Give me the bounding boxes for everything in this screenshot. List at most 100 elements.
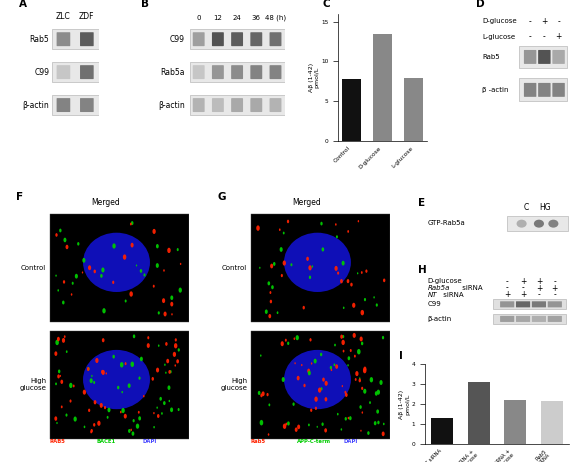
- Ellipse shape: [295, 427, 298, 432]
- Ellipse shape: [61, 406, 63, 408]
- Ellipse shape: [357, 349, 361, 354]
- Ellipse shape: [383, 423, 385, 425]
- Bar: [49, 331, 189, 439]
- Text: +: +: [551, 284, 558, 292]
- Ellipse shape: [343, 350, 344, 353]
- Ellipse shape: [55, 340, 59, 345]
- Ellipse shape: [57, 337, 60, 341]
- Bar: [431, 418, 453, 444]
- Text: H: H: [417, 265, 427, 274]
- Text: β -actin: β -actin: [482, 87, 509, 93]
- Ellipse shape: [361, 271, 363, 274]
- Ellipse shape: [309, 276, 311, 279]
- Bar: [541, 401, 563, 444]
- Ellipse shape: [121, 408, 125, 413]
- Ellipse shape: [120, 411, 122, 413]
- Ellipse shape: [354, 355, 356, 358]
- Ellipse shape: [369, 401, 371, 404]
- Text: D-glucose: D-glucose: [428, 278, 462, 284]
- Ellipse shape: [139, 377, 140, 380]
- Ellipse shape: [355, 378, 356, 381]
- Ellipse shape: [361, 430, 362, 432]
- Ellipse shape: [131, 221, 133, 225]
- FancyBboxPatch shape: [532, 301, 546, 307]
- Ellipse shape: [259, 267, 260, 269]
- Text: A: A: [19, 0, 27, 9]
- Ellipse shape: [163, 269, 165, 272]
- Ellipse shape: [256, 225, 260, 231]
- FancyBboxPatch shape: [270, 32, 281, 46]
- Ellipse shape: [309, 338, 312, 341]
- Ellipse shape: [320, 387, 323, 390]
- Ellipse shape: [359, 378, 361, 383]
- Ellipse shape: [266, 393, 269, 396]
- Ellipse shape: [270, 291, 271, 294]
- Ellipse shape: [270, 300, 272, 304]
- Ellipse shape: [179, 287, 182, 293]
- Ellipse shape: [364, 298, 366, 301]
- Ellipse shape: [161, 412, 163, 415]
- Text: B: B: [141, 0, 149, 9]
- Ellipse shape: [164, 364, 166, 366]
- Ellipse shape: [55, 233, 58, 237]
- Ellipse shape: [279, 247, 283, 252]
- Ellipse shape: [317, 426, 318, 428]
- Ellipse shape: [281, 341, 284, 346]
- Text: 12: 12: [213, 15, 223, 21]
- Text: ZDF: ZDF: [79, 12, 95, 21]
- Ellipse shape: [63, 280, 65, 284]
- Ellipse shape: [129, 292, 133, 297]
- Ellipse shape: [88, 265, 91, 270]
- Text: HG: HG: [539, 203, 550, 212]
- FancyBboxPatch shape: [524, 50, 536, 64]
- Ellipse shape: [320, 353, 323, 356]
- Ellipse shape: [162, 298, 165, 303]
- Ellipse shape: [64, 335, 66, 338]
- Text: L-glucose: L-glucose: [482, 34, 515, 40]
- Bar: [468, 382, 490, 444]
- Ellipse shape: [133, 419, 135, 422]
- Ellipse shape: [322, 377, 325, 382]
- Ellipse shape: [74, 417, 77, 422]
- Ellipse shape: [365, 269, 367, 273]
- Ellipse shape: [106, 416, 109, 419]
- Text: C99: C99: [34, 67, 49, 77]
- Bar: [373, 34, 392, 140]
- Ellipse shape: [90, 378, 93, 383]
- Ellipse shape: [324, 397, 327, 401]
- Ellipse shape: [62, 338, 65, 343]
- FancyBboxPatch shape: [553, 50, 565, 64]
- Text: I: I: [399, 351, 402, 361]
- Text: +: +: [536, 284, 542, 292]
- Text: -: -: [557, 17, 560, 26]
- Ellipse shape: [340, 334, 343, 339]
- Text: β-actin: β-actin: [158, 101, 185, 109]
- Ellipse shape: [55, 383, 57, 385]
- Ellipse shape: [374, 421, 377, 426]
- Ellipse shape: [63, 237, 67, 242]
- Ellipse shape: [375, 391, 378, 396]
- Ellipse shape: [279, 228, 281, 231]
- Ellipse shape: [112, 243, 116, 249]
- Text: 24: 24: [233, 15, 242, 21]
- Ellipse shape: [284, 350, 351, 409]
- Ellipse shape: [347, 230, 349, 233]
- Ellipse shape: [334, 344, 336, 346]
- Ellipse shape: [87, 367, 90, 371]
- Ellipse shape: [268, 433, 269, 436]
- Ellipse shape: [315, 407, 317, 410]
- Ellipse shape: [282, 377, 285, 382]
- Bar: [504, 400, 526, 444]
- Ellipse shape: [260, 394, 263, 397]
- Ellipse shape: [112, 280, 114, 284]
- Ellipse shape: [56, 422, 58, 424]
- Ellipse shape: [159, 397, 162, 401]
- Ellipse shape: [125, 362, 126, 365]
- Ellipse shape: [117, 386, 120, 389]
- Ellipse shape: [71, 293, 72, 296]
- Ellipse shape: [361, 341, 363, 345]
- Ellipse shape: [131, 362, 134, 367]
- Ellipse shape: [167, 248, 171, 253]
- Ellipse shape: [132, 432, 135, 436]
- Ellipse shape: [158, 345, 159, 347]
